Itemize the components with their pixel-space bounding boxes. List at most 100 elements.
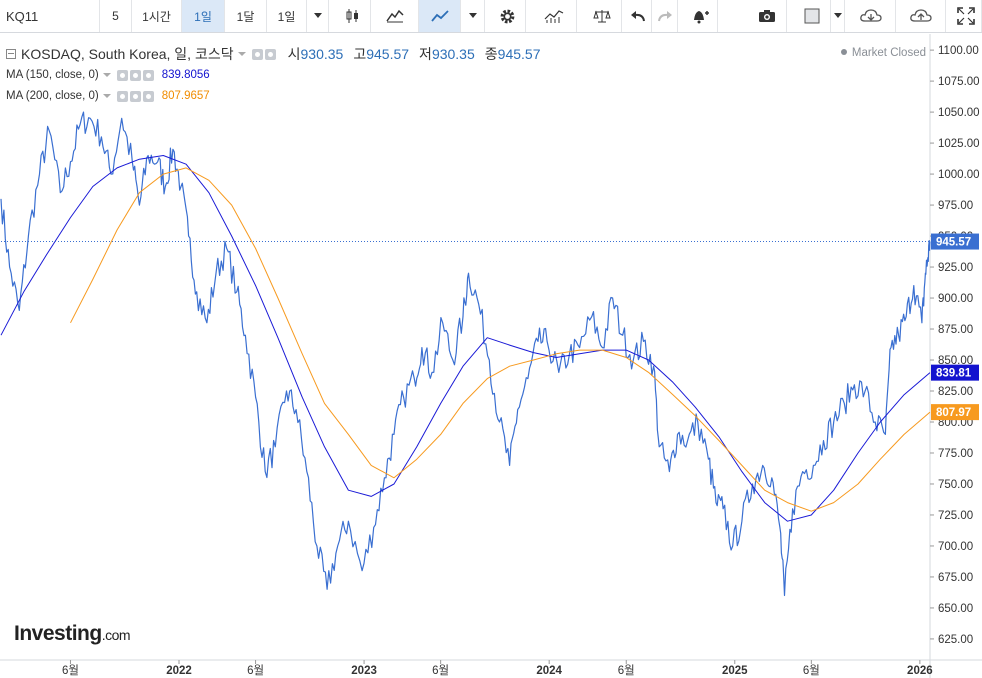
y-tick-label: 900.00 [938,293,973,305]
y-tick-label: 875.00 [938,324,973,336]
camera-button[interactable] [747,0,787,32]
ma150-value: 839.8056 [161,69,210,81]
cloud-download-button[interactable] [846,0,896,32]
y-tick-label: 650.00 [938,603,973,615]
price-chart[interactable]: 1100.00 1075.00 1050.00 1025.00 1000.00 975.0… [0,33,982,678]
eye-icon[interactable] [116,90,128,102]
legend-ma200-row: MA (200, close, 0) 807.9657 [6,90,210,102]
ohlc-low-value: 930.35 [431,46,475,62]
x-tick-label: 2023 [351,665,377,677]
eye-icon[interactable] [251,48,263,60]
redo-button[interactable] [652,0,678,32]
candle-button[interactable] [336,0,371,32]
gear-icon[interactable] [129,90,141,102]
interval-button-3[interactable]: 1달 [225,0,267,32]
ma200-series-line [70,167,931,512]
interval-label: 1일 [194,9,212,24]
gear-icon [499,8,516,25]
logo-suffix: .com [101,627,131,643]
y-tick-label: 1050.00 [938,107,980,119]
redo-icon [657,9,673,23]
x-tick-label: 2025 [722,665,748,677]
x-tick-label: 6월 [247,664,264,677]
chevron-down-button[interactable] [461,0,485,32]
ohlc-low-label: 저 [419,46,432,62]
y-tick-label: 675.00 [938,572,973,584]
legend-title: KOSDAQ, South Korea, 일, 코스닥 [21,46,234,62]
ma150-axis-label-bg [931,364,979,381]
indicator-button[interactable] [531,0,577,32]
scale-button[interactable] [582,0,622,32]
gear-button[interactable] [490,0,526,32]
x-tick-label: 6월 [618,664,635,677]
interval-label: 1시간 [142,9,171,24]
y-tick-label: 750.00 [938,479,973,491]
y-tick-label: 1000.00 [938,169,980,181]
logo-brand: Investing [14,622,102,645]
ma200-label: MA (200, close, 0) [6,90,99,102]
alert-button[interactable] [682,0,718,32]
interval-label: 5 [112,9,119,23]
y-tick-label: 1075.00 [938,76,980,88]
undo-button[interactable] [624,0,652,32]
x-tick-label: 2024 [536,665,562,677]
interval-button-2[interactable]: 1일 [182,0,225,32]
interval-label: 1달 [236,9,255,24]
ma200-axis-label: 807.97 [936,407,971,419]
line-icon [430,9,449,23]
interval-button-4[interactable]: 1일 [267,0,307,32]
color-box-icon [804,8,820,24]
y-tick-label: 1100.00 [938,45,979,57]
line-button[interactable] [419,0,461,32]
x-tick-label: 6월 [62,664,79,677]
gear-icon[interactable] [129,69,141,81]
chevron-down-icon[interactable] [102,73,111,77]
investing-logo: Investing.com [14,622,131,646]
ohlc-high-label: 고 [353,46,367,62]
symbol-input[interactable]: KQ11 [0,0,100,32]
ma150-axis-label: 839.81 [936,368,972,380]
eye-icon[interactable] [116,69,128,81]
undo-icon [630,9,646,23]
close-icon[interactable] [142,69,154,81]
price-series-line [0,111,931,597]
cloud-upload-button[interactable] [896,0,946,32]
mountain-button[interactable] [371,0,419,32]
x-tick-label: 6월 [432,664,449,677]
chevron-down-icon [833,13,842,19]
y-tick-label: 700.00 [938,541,973,553]
scale-icon [592,8,611,24]
market-status: Market Closed [841,47,926,59]
y-tick-label: 1025.00 [938,138,980,150]
fullscreen-button[interactable] [950,0,982,32]
ma200-axis-label-bg [931,404,979,421]
chevron-down-icon [468,13,477,19]
plot-area[interactable] [1,34,930,660]
color-box-button[interactable] [793,0,831,32]
cloud-download-icon [859,8,883,24]
chevron-down-icon[interactable] [102,94,111,98]
ohlc-high-value: 945.57 [366,46,410,62]
y-tick-label: 775.00 [938,448,973,460]
ohlc-close-value: 945.57 [497,46,541,62]
y-tick-label: 850.00 [938,355,973,367]
chevron-down-button[interactable] [307,0,329,32]
collapse-icon[interactable] [6,49,16,59]
y-tick-label: 975.00 [938,200,973,212]
interval-button-1[interactable]: 1시간 [132,0,182,32]
last-price-label-bg [931,233,979,250]
interval-label: 1일 [277,9,296,24]
chevron-down-icon[interactable] [237,52,246,56]
fullscreen-icon [956,7,975,25]
cloud-upload-icon [909,8,933,24]
interval-button-0[interactable]: 5 [100,0,132,32]
ma200-value: 807.9657 [161,90,210,102]
x-tick-label: 2022 [166,665,192,677]
y-tick-label: 925.00 [938,262,973,274]
x-tick-label: 2026 [907,665,933,677]
legend-main-row: KOSDAQ, South Korea, 일, 코스닥 시 930.35 고 945… [6,44,540,64]
gear-icon[interactable] [264,48,276,60]
close-icon[interactable] [142,90,154,102]
y-tick-label: 625.00 [938,634,973,646]
chevron-down-button[interactable] [831,0,845,32]
